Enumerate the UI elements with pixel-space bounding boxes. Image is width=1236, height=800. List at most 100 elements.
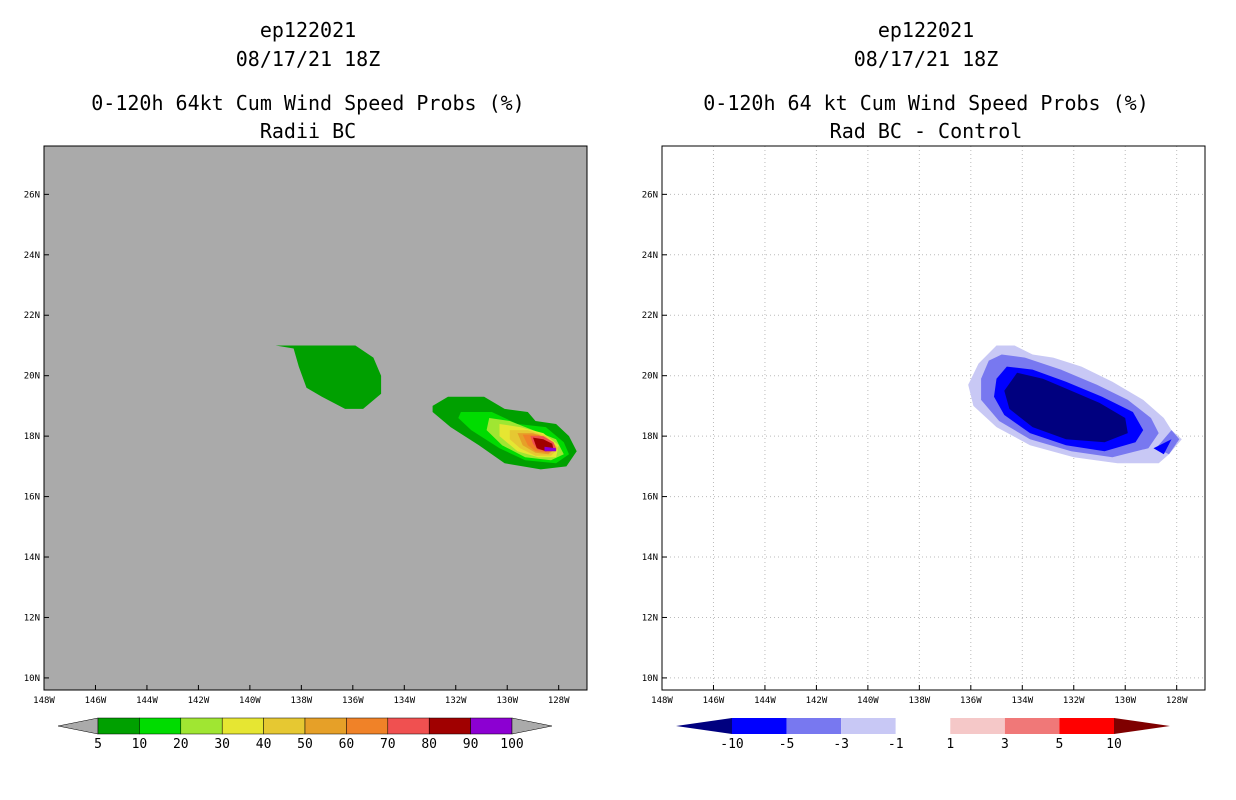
colorbar-arrow-low [57, 717, 99, 735]
colorbar-label: -10 [720, 737, 743, 752]
y-tick-label: 12N [642, 613, 658, 623]
colorbar-swatch [304, 717, 347, 735]
colorbar-label: 1 [946, 737, 954, 752]
left-colorbar: 5 10 20 30 40 50 60 70 80 90 100 [57, 717, 553, 752]
left-contour-layer [275, 345, 577, 470]
colorbar-label: 40 [256, 737, 272, 752]
colorbar-label: -3 [833, 737, 849, 752]
x-tick-label: 142W [188, 696, 210, 706]
left-y-axis: 10N 12N 14N 16N 18N 20N 22N 24N 26N [24, 190, 49, 684]
x-tick-label: 146W [703, 696, 725, 706]
colorbar-swatch [1004, 718, 1060, 734]
colorbar-label: 30 [214, 737, 230, 752]
y-tick-label: 10N [642, 674, 658, 684]
colorbar-swatch [732, 718, 787, 734]
left-x-axis: 148W 146W 144W 142W 140W 138W 136W 134W 132W 130W… [33, 685, 570, 706]
y-tick-label: 10N [24, 674, 40, 684]
colorbar-swatch [139, 717, 182, 735]
colorbar-arrow-high [511, 717, 553, 735]
colorbar-swatch [97, 717, 140, 735]
x-tick-label: 140W [239, 696, 261, 706]
contour-neg10 [1004, 372, 1128, 443]
x-tick-label: 138W [909, 696, 931, 706]
colorbar-label: 90 [463, 737, 479, 752]
left-title-product: 0-120h 64kt Cum Wind Speed Probs (%) [91, 91, 524, 115]
colorbar-swatch [428, 717, 471, 735]
y-tick-label: 24N [642, 251, 658, 261]
colorbar-label: 60 [339, 737, 355, 752]
y-tick-label: 20N [642, 372, 658, 382]
colorbar-swatch [786, 718, 842, 734]
x-tick-label: 136W [960, 696, 982, 706]
right-y-axis: 10N 12N 14N 16N 18N 20N 22N 24N 26N [642, 190, 667, 684]
x-tick-label: 140W [857, 696, 879, 706]
x-tick-label: 132W [1063, 696, 1085, 706]
right-contour-layer [968, 345, 1182, 464]
y-tick-label: 18N [642, 432, 658, 442]
colorbar-label: -5 [779, 737, 795, 752]
y-tick-label: 20N [24, 372, 40, 382]
x-tick-label: 144W [754, 696, 776, 706]
colorbar-label: 5 [94, 737, 102, 752]
colorbar-swatch [841, 718, 896, 734]
y-tick-label: 14N [24, 553, 40, 563]
x-tick-label: 138W [291, 696, 313, 706]
colorbar-swatch [1059, 718, 1114, 734]
colorbar-label: -1 [888, 737, 904, 752]
right-colorbar: -10 -5 -3 -1 1 3 5 10 [676, 718, 1170, 752]
x-tick-label: 130W [496, 696, 518, 706]
colorbar-label: 5 [1056, 737, 1064, 752]
x-tick-label: 130W [1114, 696, 1136, 706]
colorbar-label: 10 [1106, 737, 1122, 752]
colorbar-swatch [470, 717, 513, 735]
left-plot-frame [43, 145, 588, 691]
colorbar-arrow-low [676, 718, 732, 734]
y-tick-label: 22N [24, 311, 40, 321]
left-title-storm-id: ep122021 [260, 18, 356, 42]
y-tick-label: 12N [24, 613, 40, 623]
x-tick-label: 128W [1166, 696, 1188, 706]
left-title-subtitle: Radii BC [260, 119, 356, 143]
y-tick-label: 26N [24, 190, 40, 200]
contour-neg5 [1153, 439, 1172, 455]
x-tick-label: 128W [548, 696, 570, 706]
colorbar-label: 50 [297, 737, 313, 752]
colorbar-label: 10 [132, 737, 148, 752]
y-tick-label: 22N [642, 311, 658, 321]
colorbar-arrow-high [1114, 718, 1170, 734]
x-tick-label: 132W [445, 696, 467, 706]
colorbar-swatch [346, 717, 389, 735]
colorbar-swatch [221, 717, 264, 735]
right-title-storm-id: ep122021 [878, 18, 974, 42]
y-tick-label: 18N [24, 432, 40, 442]
colorbar-swatch [180, 717, 223, 735]
contour-90 [544, 446, 557, 452]
x-tick-label: 136W [342, 696, 364, 706]
right-title-product: 0-120h 64 kt Cum Wind Speed Probs (%) [703, 91, 1149, 115]
colorbar-swatch [950, 718, 1005, 734]
contour-5 [275, 345, 382, 409]
y-tick-label: 14N [642, 553, 658, 563]
x-tick-label: 148W [651, 696, 673, 706]
x-tick-label: 146W [85, 696, 107, 706]
right-x-axis: 148W 146W 144W 142W 140W 138W 136W 134W 132W 130W… [651, 685, 1188, 706]
x-tick-label: 148W [33, 696, 55, 706]
y-tick-label: 24N [24, 251, 40, 261]
right-panel: ep122021 08/17/21 18Z 0-120h 64 kt Cum W… [642, 18, 1206, 752]
right-title-datetime: 08/17/21 18Z [854, 47, 999, 71]
right-title-subtitle: Rad BC - Control [830, 119, 1023, 143]
colorbar-label: 80 [421, 737, 437, 752]
left-panel: ep122021 08/17/21 18Z 0-120h 64kt Cum Wi… [24, 18, 588, 752]
left-title-datetime: 08/17/21 18Z [236, 47, 381, 71]
y-tick-label: 16N [24, 493, 40, 503]
colorbar-label: 20 [173, 737, 189, 752]
x-tick-label: 144W [136, 696, 158, 706]
y-tick-label: 26N [642, 190, 658, 200]
x-tick-label: 134W [1011, 696, 1033, 706]
colorbar-label: 100 [500, 737, 523, 752]
y-tick-label: 16N [642, 493, 658, 503]
colorbar-swatch [263, 717, 306, 735]
right-plot-frame [661, 145, 1206, 691]
colorbar-label: 70 [380, 737, 396, 752]
